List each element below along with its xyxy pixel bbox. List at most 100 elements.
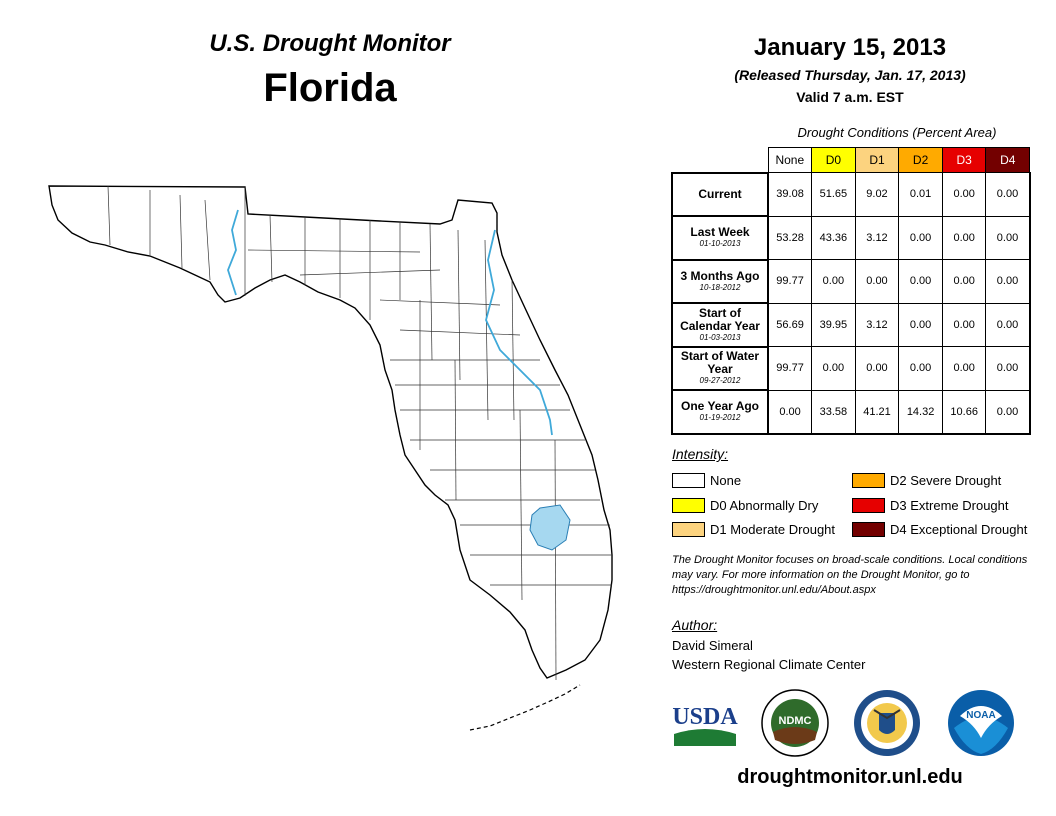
author-title: Author: [672, 617, 718, 633]
legend-label: D1 Moderate Drought [710, 521, 836, 537]
legend-swatch [852, 497, 885, 513]
lake-okeechobee [529, 504, 571, 551]
cell-value: 0.00 [941, 215, 987, 260]
row-label: One Year Ago 01-19-2012 [671, 389, 769, 435]
usda-logo-text: USDA [672, 704, 738, 730]
cell-value: 0.00 [898, 302, 943, 347]
table-row-one-year-ago: One Year Ago 01-19-2012 0.00 33.58 41.21 … [671, 389, 1031, 435]
table-row-start-calendar-year: Start of Calendar Year 01-03-2013 56.69 3… [671, 302, 1031, 348]
usda-logo: USDA [672, 704, 738, 746]
cell-value: 0.01 [898, 172, 943, 217]
cell-value: 43.36 [811, 215, 856, 260]
cell-value: 0.00 [985, 172, 1031, 217]
cell-value: 0.00 [898, 346, 943, 391]
row-label: 3 Months Ago 10-18-2012 [671, 258, 769, 304]
cell-value: 10.66 [941, 389, 987, 435]
table-header-row: None D0 D1 D2 D3 D4 [672, 147, 1031, 173]
cell-value: 39.95 [811, 302, 856, 347]
column-header-d0: D0 [811, 147, 856, 173]
row-label: Current [671, 171, 769, 217]
legend-label: D0 Abnormally Dry [710, 497, 819, 513]
column-header-none: None [767, 147, 813, 173]
cell-value: 0.00 [941, 259, 987, 304]
drought-stats-table: None D0 D1 D2 D3 D4 Current 39.08 51.65 … [671, 147, 1031, 435]
cell-value: 9.02 [854, 172, 900, 217]
author-org: Western Regional Climate Center [672, 657, 866, 672]
cell-value: 0.00 [985, 302, 1031, 347]
release-date: (Released Thursday, Jan. 17, 2013) [734, 67, 966, 83]
legend-swatch [672, 497, 705, 513]
ndmc-logo: NDMC [761, 689, 829, 757]
cell-value: 3.12 [854, 215, 900, 260]
table-corner [672, 148, 768, 173]
table-row-last-week: Last Week 01-10-2013 53.28 43.36 3.12 0.0… [671, 215, 1031, 261]
florida-drought-map [48, 185, 613, 731]
cell-value: 39.08 [767, 172, 813, 217]
cell-value: 99.77 [767, 346, 813, 391]
cell-value: 33.58 [811, 389, 856, 435]
cell-value: 3.12 [854, 302, 900, 347]
ndmc-logo-text: NDMC [779, 715, 812, 727]
legend-swatch [672, 472, 705, 488]
conditions-title: Drought Conditions (Percent Area) [797, 125, 997, 140]
table-row-current: Current 39.08 51.65 9.02 0.01 0.00 0.00 [671, 171, 1031, 217]
florida-keys [469, 684, 581, 731]
legend-item-d3: D3 Extreme Drought [852, 496, 1009, 514]
legend-item-d4: D4 Exceptional Drought [852, 520, 1027, 538]
cell-value: 51.65 [811, 172, 856, 217]
legend-swatch [852, 521, 885, 537]
map-date: January 15, 2013 [753, 34, 947, 61]
cell-value: 0.00 [941, 172, 987, 217]
column-header-d3: D3 [941, 147, 987, 173]
noaa-logo-text: NOAA [966, 710, 995, 721]
table-row-start-water-year: Start of Water Year 09-27-2012 99.77 0.00… [671, 345, 1031, 391]
cell-value: 53.28 [767, 215, 813, 260]
legend-item-d1: D1 Moderate Drought [672, 520, 835, 538]
legend-title: Intensity: [672, 446, 729, 462]
author-name: David Simeral [672, 638, 753, 653]
row-label: Last Week 01-10-2013 [671, 215, 769, 261]
legend-swatch [852, 472, 885, 488]
cell-value: 0.00 [767, 389, 813, 435]
legend-swatch [672, 521, 705, 537]
column-header-d4: D4 [985, 147, 1031, 173]
legend-item-d0: D0 Abnormally Dry [672, 496, 818, 514]
legend-label: D2 Severe Drought [890, 472, 1002, 488]
cell-value: 0.00 [985, 389, 1031, 435]
noaa-logo: NOAA [948, 690, 1014, 756]
map-subtitle: U.S. Drought Monitor [209, 30, 451, 57]
map-title: Florida [263, 66, 397, 110]
row-label: Start of Water Year 09-27-2012 [671, 345, 769, 391]
column-header-d2: D2 [898, 147, 943, 173]
cell-value: 14.32 [898, 389, 943, 435]
cell-value: 0.00 [941, 302, 987, 347]
cell-value: 0.00 [811, 259, 856, 304]
cell-value: 0.00 [941, 346, 987, 391]
cell-value: 41.21 [854, 389, 900, 435]
legend-label: D4 Exceptional Drought [890, 521, 1028, 537]
legend-item-none: None [672, 471, 741, 489]
county-lines [107, 185, 612, 681]
drought-note: The Drought Monitor focuses on broad-sca… [672, 554, 1028, 596]
apalachicola-river [227, 209, 239, 296]
legend-label: D3 Extreme Drought [890, 497, 1009, 513]
commerce-seal [854, 690, 920, 756]
cell-value: 0.00 [811, 346, 856, 391]
cell-value: 56.69 [767, 302, 813, 347]
cell-value: 0.00 [985, 346, 1031, 391]
cell-value: 0.00 [854, 346, 900, 391]
st-johns-river [485, 229, 553, 436]
column-header-d1: D1 [854, 147, 900, 173]
cell-value: 0.00 [898, 215, 943, 260]
cell-value: 99.77 [767, 259, 813, 304]
valid-time: Valid 7 a.m. EST [796, 89, 904, 105]
cell-value: 0.00 [985, 259, 1031, 304]
table-row-3-months-ago: 3 Months Ago 10-18-2012 99.77 0.00 0.00 0… [671, 258, 1031, 304]
cell-value: 0.00 [985, 215, 1031, 260]
row-label: Start of Calendar Year 01-03-2013 [671, 302, 769, 348]
legend-label: None [710, 472, 742, 488]
cell-value: 0.00 [898, 259, 943, 304]
legend-item-d2: D2 Severe Drought [852, 471, 1001, 489]
cell-value: 0.00 [854, 259, 900, 304]
website-link[interactable]: droughtmonitor.unl.edu [737, 766, 963, 788]
